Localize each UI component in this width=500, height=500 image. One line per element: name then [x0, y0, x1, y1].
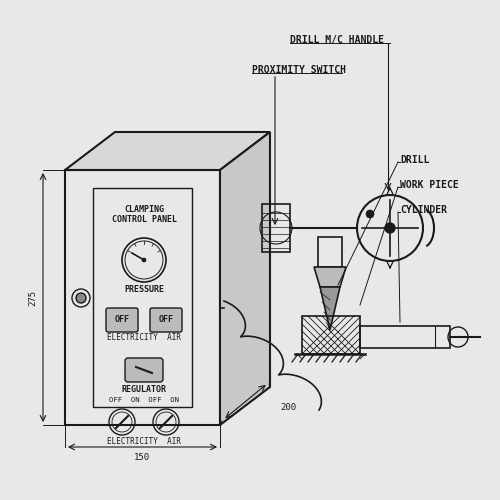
Polygon shape [320, 287, 340, 330]
Text: DRILL: DRILL [400, 155, 430, 165]
FancyBboxPatch shape [150, 308, 182, 332]
FancyBboxPatch shape [125, 358, 163, 382]
Text: OFF  ON  OFF  ON: OFF ON OFF ON [109, 397, 179, 403]
Text: ELECTRICITY  AIR: ELECTRICITY AIR [107, 438, 181, 446]
Text: ELECTRICITY  AIR: ELECTRICITY AIR [107, 334, 181, 342]
Circle shape [385, 223, 395, 233]
Text: OFF: OFF [114, 316, 130, 324]
Bar [262, 204, 290, 252]
Text: 200: 200 [280, 404, 296, 412]
Text: CONTROL PANEL: CONTROL PANEL [112, 216, 176, 224]
Bar [93, 188, 192, 407]
Text: 150: 150 [134, 452, 150, 462]
Text: CLAMPING: CLAMPING [124, 206, 164, 214]
Text: REGULATOR: REGULATOR [122, 386, 166, 394]
Text: OFF: OFF [158, 316, 174, 324]
Text: 275: 275 [28, 290, 38, 306]
Bar [360, 326, 450, 348]
FancyBboxPatch shape [106, 308, 138, 332]
Text: WORK PIECE: WORK PIECE [400, 180, 459, 190]
Text: PROXIMITY SWITCH: PROXIMITY SWITCH [252, 65, 346, 75]
Polygon shape [220, 132, 270, 425]
Text: DRILL M/C HANDLE: DRILL M/C HANDLE [290, 35, 384, 45]
Text: PRESSURE: PRESSURE [124, 286, 164, 294]
Polygon shape [65, 132, 270, 170]
Bar [65, 170, 220, 425]
Circle shape [76, 293, 86, 303]
Polygon shape [314, 267, 346, 287]
Circle shape [366, 210, 374, 218]
Bar [302, 316, 360, 354]
Bar [318, 237, 342, 267]
Text: CYLINDER: CYLINDER [400, 205, 447, 215]
Circle shape [142, 258, 146, 262]
